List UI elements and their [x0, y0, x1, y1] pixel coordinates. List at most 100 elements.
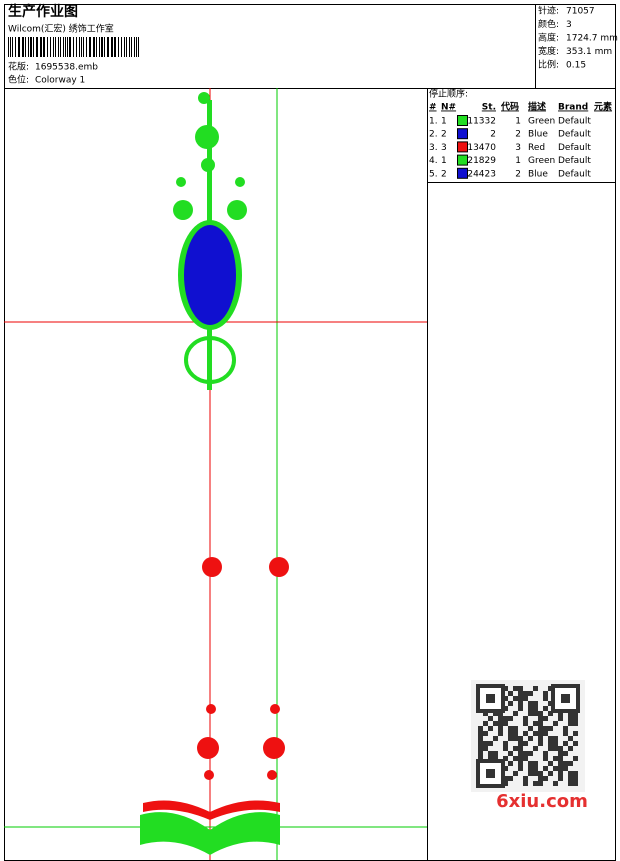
qr-cell	[548, 736, 553, 741]
bar	[81, 37, 82, 57]
qr-cell	[478, 741, 483, 746]
info-label: 针迹:	[538, 5, 559, 17]
qr-cell	[478, 726, 483, 731]
color-swatch	[457, 128, 468, 140]
qr-cell	[503, 781, 508, 786]
qr-cell	[488, 751, 493, 756]
qr-cell	[573, 731, 578, 736]
bar	[15, 37, 16, 57]
qr-cell	[518, 751, 523, 756]
qr-cell	[513, 756, 518, 761]
bar	[104, 37, 105, 57]
qr-cell	[503, 741, 508, 746]
qr-cell	[573, 756, 578, 761]
qr-cell	[498, 711, 503, 716]
bar	[58, 37, 59, 57]
qr-cell	[518, 761, 523, 766]
bar	[89, 37, 91, 57]
column-header: 元素	[594, 101, 612, 113]
qr-cell	[533, 721, 538, 726]
qr-cell	[483, 741, 488, 746]
cell: Default	[558, 117, 591, 127]
qr-cell	[538, 771, 543, 776]
qr-cell	[528, 701, 533, 706]
qr-cell	[528, 706, 533, 711]
qr-cell	[518, 736, 523, 741]
design-value: 1695538.emb	[35, 63, 98, 73]
qr-cell	[563, 731, 568, 736]
qr-cell	[558, 746, 563, 751]
qr-cell	[483, 746, 488, 751]
info-label: 颜色:	[538, 18, 559, 30]
info-value: 3	[566, 20, 572, 30]
bar	[63, 37, 64, 57]
qr-cell	[543, 766, 548, 771]
cell: 3	[441, 143, 447, 153]
qr-cell	[533, 706, 538, 711]
qr-cell	[493, 721, 498, 726]
bar	[55, 37, 56, 57]
colorway-value: Colorway 1	[35, 76, 85, 86]
qr-cell	[558, 751, 563, 756]
qr-cell	[478, 751, 483, 756]
cell: Default	[558, 143, 591, 153]
qr-cell	[548, 771, 553, 776]
qr-cell	[503, 756, 508, 761]
watermark: 6xiu.com	[496, 791, 588, 812]
bar	[25, 37, 26, 57]
qr-cell	[483, 721, 488, 726]
cell: 5.	[429, 169, 438, 179]
qr-cell	[513, 731, 518, 736]
qr-cell	[553, 746, 558, 751]
info-label: 比例:	[538, 59, 559, 71]
bar	[121, 37, 122, 57]
info-value: 1724.7 mm	[566, 34, 618, 44]
column-header: N#	[441, 103, 456, 113]
info-value: 71057	[566, 7, 595, 17]
bar	[67, 37, 68, 57]
qr-cell	[508, 751, 513, 756]
cell: 2	[441, 130, 447, 140]
qr-cell	[563, 761, 568, 766]
qr-cell	[478, 736, 483, 741]
qr-cell	[558, 761, 563, 766]
bar	[10, 37, 11, 57]
qr-cell	[478, 746, 483, 751]
qr-cell	[508, 736, 513, 741]
cell: 2	[515, 130, 521, 140]
qr-cell	[528, 751, 533, 756]
qr-cell	[503, 716, 508, 721]
qr-cell	[573, 721, 578, 726]
qr-cell	[558, 756, 563, 761]
qr-cell	[518, 686, 523, 691]
color-swatch	[457, 141, 468, 153]
qr-cell	[493, 736, 498, 741]
qr-cell	[543, 706, 548, 711]
qr-cell	[498, 721, 503, 726]
qr-cell	[488, 726, 493, 731]
qr-cell	[548, 746, 553, 751]
qr-cell	[528, 766, 533, 771]
qr-cell	[573, 716, 578, 721]
qr-cell	[518, 756, 523, 761]
column-header: St.	[482, 103, 496, 113]
qr-cell	[508, 726, 513, 731]
qr-cell	[553, 736, 558, 741]
bar	[22, 37, 24, 57]
qr-cell	[543, 726, 548, 731]
color-swatch	[457, 115, 468, 126]
qr-cell	[518, 746, 523, 751]
qr-cell	[553, 781, 558, 786]
qr-cell	[538, 721, 543, 726]
column-header: #	[429, 103, 437, 113]
qr-cell	[533, 781, 538, 786]
qr-code	[471, 680, 585, 792]
bar	[114, 37, 116, 57]
cell: Default	[558, 169, 591, 179]
qr-cell	[503, 706, 508, 711]
qr-cell	[563, 751, 568, 756]
qr-cell	[523, 721, 528, 726]
stop-table: # N# St. 代码 描述 Brand 元素1. 1 11332 1 Green Default2.…	[429, 101, 612, 180]
cell: 13470	[467, 143, 496, 153]
cell: 3.	[429, 143, 438, 153]
